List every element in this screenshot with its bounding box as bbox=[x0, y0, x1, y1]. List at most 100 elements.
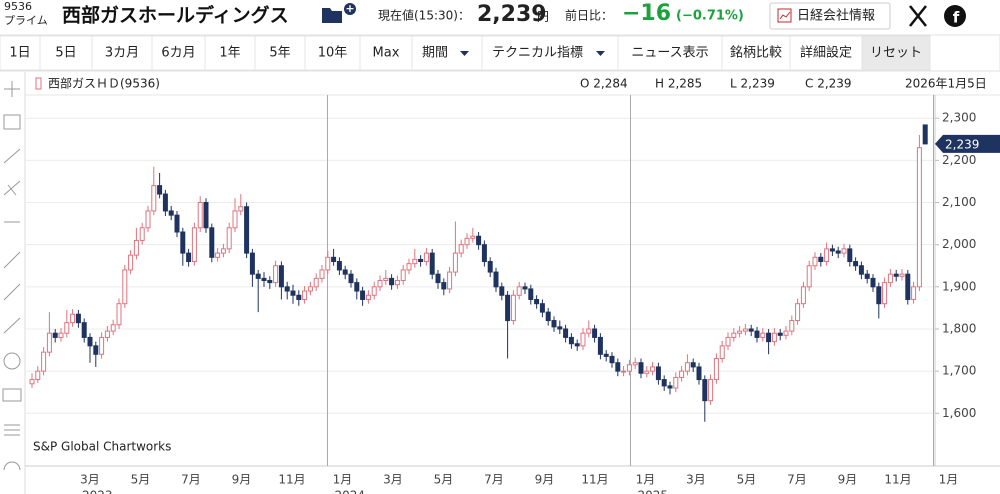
candle-body bbox=[458, 244, 464, 254]
toolbar-button[interactable]: 期間 bbox=[411, 35, 483, 71]
candle-body bbox=[539, 303, 545, 313]
last-price-label: 2,239 bbox=[945, 137, 979, 151]
y-tick-label: 1,800 bbox=[942, 321, 976, 335]
candle-body bbox=[806, 265, 812, 288]
button-bg bbox=[304, 35, 361, 71]
candle-body bbox=[574, 343, 580, 347]
toolbar-button[interactable]: 10年 bbox=[304, 35, 361, 71]
y-tick-label: 2,000 bbox=[942, 237, 976, 251]
toolbar-button[interactable]: 1日 bbox=[0, 35, 41, 71]
button-label: テクニカル指標 bbox=[492, 46, 583, 61]
candle-body bbox=[87, 336, 93, 347]
x-tick-label: 9月 bbox=[232, 473, 252, 487]
candle-body bbox=[377, 280, 383, 288]
y-tick-label: 1,900 bbox=[942, 279, 976, 293]
tool-ray[interactable] bbox=[3, 251, 21, 269]
candle-body bbox=[603, 353, 609, 357]
candle-body bbox=[191, 227, 197, 263]
y-tick-label: 1,600 bbox=[942, 406, 976, 420]
toolbar-button[interactable]: 銘柄比較 bbox=[721, 35, 791, 71]
candle-body bbox=[284, 286, 290, 292]
toolbar-button[interactable]: 5年 bbox=[254, 35, 306, 71]
candle-body bbox=[319, 269, 325, 279]
candle-body bbox=[209, 227, 215, 258]
tool-lines[interactable] bbox=[4, 424, 20, 436]
candle-body bbox=[679, 370, 685, 378]
toolbar-button[interactable]: テクニカル指標 bbox=[481, 35, 619, 71]
candle-body bbox=[470, 235, 476, 239]
candle-body bbox=[754, 330, 760, 338]
button-label: 銘柄比較 bbox=[730, 46, 782, 61]
tool-arc[interactable] bbox=[3, 461, 21, 471]
svg-text:+: + bbox=[345, 2, 354, 15]
tool-circle[interactable] bbox=[3, 352, 21, 370]
candle-body bbox=[35, 370, 41, 381]
x-tick-label: 9月 bbox=[535, 473, 555, 487]
tool-arrow[interactable] bbox=[3, 317, 21, 334]
candle-body bbox=[139, 227, 145, 241]
toolbar-button[interactable]: 詳細設定 bbox=[789, 35, 863, 71]
candle-body bbox=[916, 147, 922, 288]
tool-text[interactable] bbox=[3, 114, 21, 130]
toolbar-button[interactable]: ニュース表示 bbox=[617, 35, 723, 71]
candle-body bbox=[557, 326, 563, 330]
button-bg bbox=[91, 35, 153, 71]
toolbar-button[interactable]: Max bbox=[359, 35, 413, 71]
candle-body bbox=[829, 248, 835, 252]
candle-body bbox=[638, 362, 644, 374]
candle-body bbox=[273, 265, 279, 284]
price-label: 現在値(15:30)： bbox=[378, 8, 470, 23]
candle-body bbox=[203, 202, 209, 229]
candle-body bbox=[650, 366, 656, 372]
tool-fib[interactable] bbox=[3, 180, 21, 196]
candle-body bbox=[249, 252, 255, 275]
candle-body bbox=[812, 256, 818, 267]
x-tick-label: 7月 bbox=[484, 473, 504, 487]
candle-body bbox=[197, 202, 203, 229]
toolbar-button[interactable]: 6カ月 bbox=[151, 35, 206, 71]
x-tick-label: 11月 bbox=[278, 473, 305, 487]
candle-body bbox=[168, 210, 174, 216]
toolbar-button[interactable]: リセット bbox=[861, 35, 931, 71]
candle-body bbox=[742, 328, 748, 332]
candle-body bbox=[580, 332, 586, 347]
candle-body bbox=[278, 265, 284, 288]
tool-line[interactable] bbox=[3, 148, 21, 164]
company-info-button[interactable]: 日経会社情報 bbox=[769, 2, 891, 30]
candle-body bbox=[893, 273, 899, 277]
tool-rect[interactable] bbox=[2, 388, 22, 402]
facebook-share[interactable]: f bbox=[944, 5, 966, 27]
candle-body bbox=[510, 294, 516, 322]
candle-body bbox=[116, 303, 122, 326]
candle-body bbox=[632, 362, 638, 366]
candle-body bbox=[876, 286, 882, 305]
toolbar-button[interactable]: 1年 bbox=[204, 35, 256, 71]
candle-body bbox=[568, 336, 574, 345]
series-name: 西部ガスＨＤ(9536) bbox=[48, 76, 160, 91]
candle-body bbox=[725, 336, 731, 347]
x-share[interactable] bbox=[909, 5, 927, 27]
candle-body bbox=[853, 261, 859, 267]
candle-body bbox=[331, 256, 337, 263]
x-tick-label: 11月 bbox=[581, 473, 608, 487]
candle-body bbox=[145, 210, 151, 229]
x-tick-label: 9月 bbox=[838, 473, 858, 487]
x-tick-label: 5月 bbox=[737, 473, 757, 487]
candle-body bbox=[864, 273, 870, 279]
price-unit: 円 bbox=[537, 10, 549, 24]
folder-icon[interactable]: + bbox=[322, 2, 356, 23]
tool-crosshair[interactable] bbox=[4, 81, 20, 97]
candle-body bbox=[296, 294, 302, 300]
toolbar-button[interactable]: 5日 bbox=[39, 35, 93, 71]
candle-body bbox=[302, 290, 308, 300]
toolbar-button[interactable]: 3カ月 bbox=[91, 35, 153, 71]
button-label: 期間 bbox=[422, 46, 448, 61]
candle-body bbox=[371, 286, 377, 296]
candle-body bbox=[771, 332, 777, 343]
button-bg bbox=[721, 35, 791, 71]
x-tick-label: 3月 bbox=[686, 473, 706, 487]
x-tick-label: 1月 bbox=[939, 473, 959, 487]
tool-channel[interactable] bbox=[3, 283, 21, 301]
candle-body bbox=[325, 256, 331, 271]
